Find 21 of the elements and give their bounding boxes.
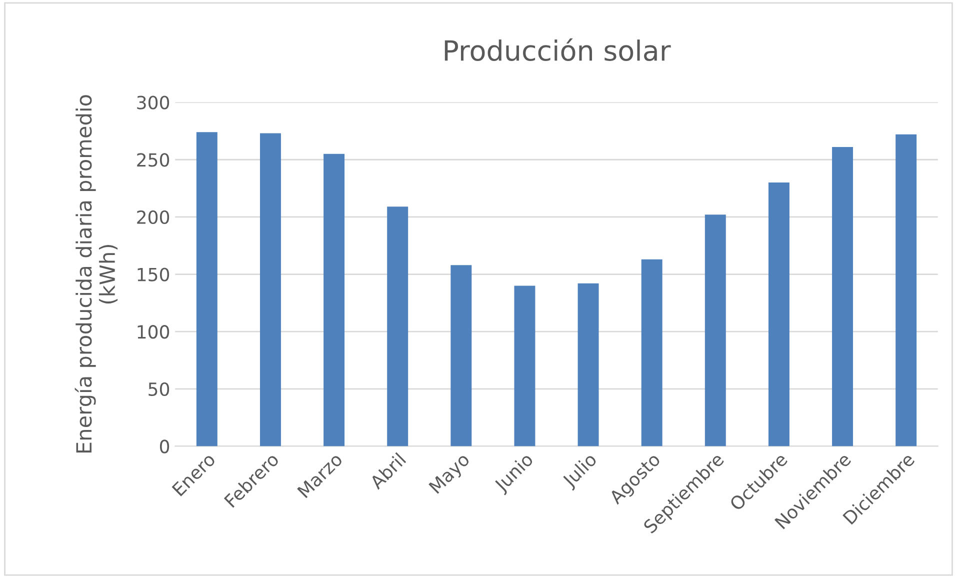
bar — [704, 214, 726, 446]
bar — [896, 134, 917, 446]
y-tick-label: 50 — [148, 382, 170, 396]
y-tick-label: 100 — [138, 325, 170, 339]
bar — [578, 283, 599, 446]
y-axis-title: Energía producida diaria promedio (kWh) — [74, 95, 118, 453]
bar — [641, 259, 662, 446]
bar — [832, 147, 854, 446]
y-tick-label: 0 — [160, 440, 170, 454]
bar — [450, 265, 472, 446]
y-tick-label: 150 — [138, 268, 170, 282]
y-tick-label: 200 — [137, 210, 170, 224]
bar — [196, 132, 218, 446]
bar — [768, 182, 790, 446]
bar — [324, 154, 345, 446]
bar — [387, 206, 408, 446]
bar — [514, 286, 536, 446]
y-tick-label: 300 — [137, 96, 170, 110]
y-tick-label: 250 — [137, 153, 170, 167]
bar — [260, 133, 281, 446]
chart-title: Producción solar — [444, 38, 671, 62]
